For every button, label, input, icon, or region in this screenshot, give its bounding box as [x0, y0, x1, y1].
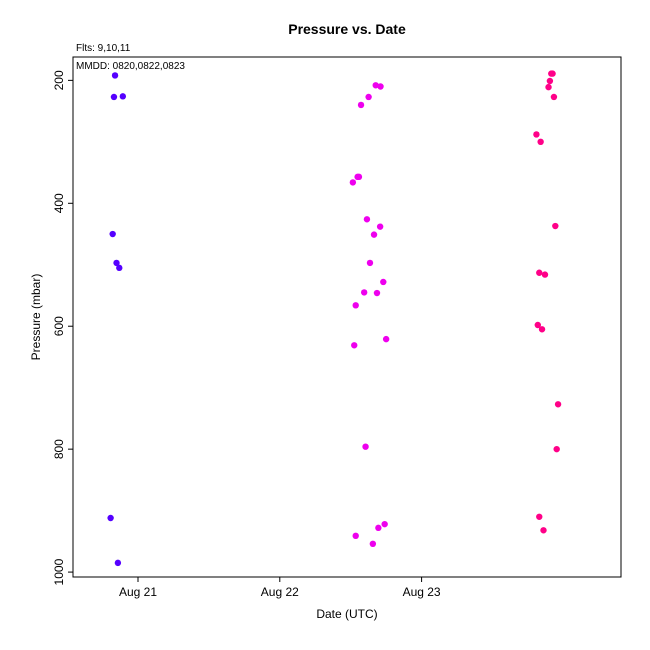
flights-annotation: Flts: 9,10,11: [76, 43, 131, 54]
data-point: [119, 93, 127, 100]
data-point: [546, 77, 554, 85]
data-point: [550, 93, 558, 101]
x-tick-label: Aug 21: [119, 585, 157, 599]
data-point: [113, 259, 120, 267]
data-point: [536, 269, 543, 276]
data-point: [352, 532, 359, 540]
data-point: [381, 520, 388, 528]
data-point: [534, 321, 541, 329]
data-point: [536, 513, 543, 520]
y-tick-label: 1000: [52, 558, 66, 585]
x-axis: Aug 21 Aug 22 Aug 23: [119, 577, 441, 599]
x-axis-label: Date (UTC): [316, 607, 377, 621]
plot-frame: [72, 56, 622, 578]
data-point: [372, 82, 379, 89]
data-point: [376, 223, 384, 230]
data-point: [352, 302, 359, 309]
data-point: [545, 83, 552, 91]
y-tick-label: 400: [52, 193, 66, 213]
data-point: [553, 445, 560, 453]
series-2: [349, 82, 390, 548]
data-point: [351, 342, 358, 349]
series-1: [107, 72, 127, 567]
data-point: [110, 93, 118, 101]
x-tick-label: Aug 22: [261, 585, 299, 599]
data-point: [380, 278, 387, 286]
data-point: [349, 179, 357, 186]
data-point: [541, 271, 549, 278]
data-point: [109, 230, 116, 238]
x-tick-label: Aug 23: [403, 585, 441, 599]
data-point: [357, 101, 365, 109]
data-point: [114, 559, 122, 567]
data-point: [107, 514, 114, 522]
y-tick-label: 600: [52, 316, 66, 336]
data-point: [537, 138, 544, 146]
data-point: [366, 259, 374, 267]
data-point: [382, 335, 390, 343]
data-point: [375, 524, 382, 532]
data-point: [549, 70, 556, 77]
data-point: [355, 173, 363, 181]
y-tick-label: 200: [52, 70, 66, 90]
data-point: [554, 401, 562, 408]
chart-title: Pressure vs. Date: [288, 21, 406, 37]
data-point: [360, 289, 368, 296]
series-3: [533, 70, 562, 534]
data-point: [363, 216, 371, 223]
data-point: [540, 527, 547, 534]
data-point: [377, 83, 384, 90]
data-point: [111, 72, 119, 79]
y-axis-label: Pressure (mbar): [29, 274, 43, 361]
y-tick-label: 800: [52, 439, 66, 459]
y-axis: 200 400 600 800 1000: [52, 70, 73, 585]
data-point: [533, 131, 540, 138]
data-point: [373, 289, 381, 297]
data-point: [362, 443, 369, 450]
data-point: [365, 93, 372, 101]
data-point: [116, 264, 123, 272]
data-point: [552, 222, 559, 230]
data-point: [538, 326, 546, 333]
data-points: [107, 70, 562, 567]
data-point: [370, 231, 378, 238]
mmdd-annotation: MMDD: 0820,0822,0823: [76, 61, 185, 72]
data-point: [369, 540, 377, 548]
